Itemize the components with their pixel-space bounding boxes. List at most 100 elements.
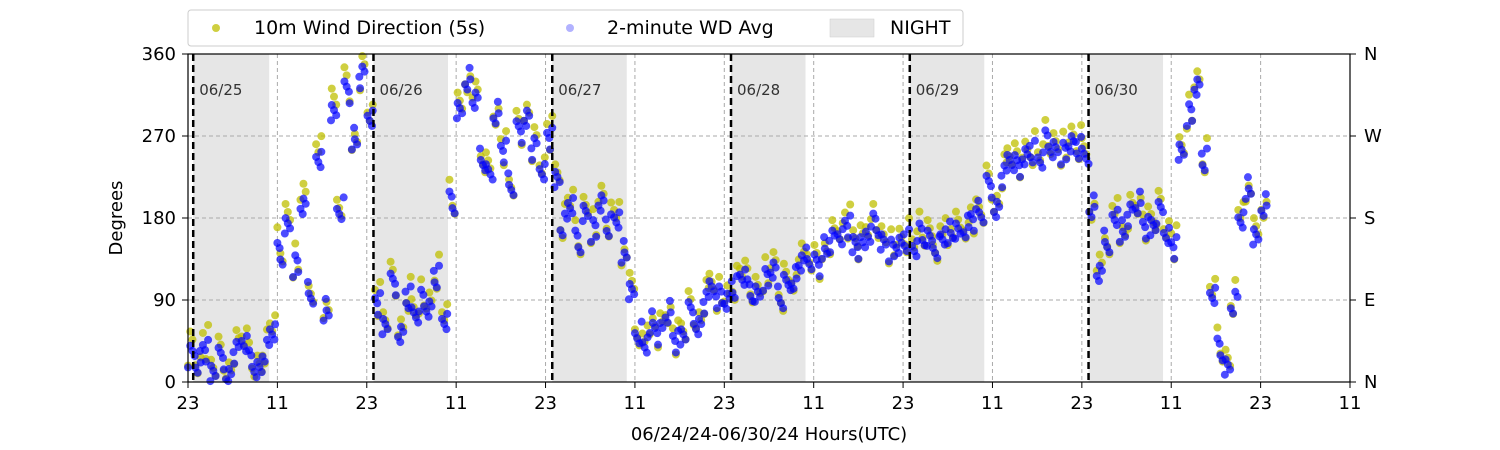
- avg-point-44-3: [516, 127, 525, 136]
- wd-point-134-2: [1185, 90, 1194, 99]
- y2-tick-label-4: N: [1364, 44, 1377, 65]
- avg-point-10-1: [260, 357, 269, 366]
- avg-point-130-3: [1159, 208, 1168, 217]
- avg-point-40-3: [488, 175, 497, 184]
- avg-point-135-1: [1195, 80, 1204, 89]
- wd-point-12-2: [273, 223, 282, 232]
- avg-point-110-3: [1010, 166, 1019, 175]
- avg-point-68-1: [697, 320, 706, 329]
- avg-point-119-2: [1077, 132, 1086, 141]
- wd-point-20-0: [332, 195, 341, 204]
- wd-point-11-0: [271, 311, 280, 320]
- avg-point-105-0: [969, 226, 978, 235]
- avg-point-83-2: [807, 265, 816, 274]
- avg-point-56-3: [601, 215, 610, 224]
- avg-point-54-1: [586, 237, 595, 246]
- avg-point-108-3: [992, 213, 1001, 222]
- wd-point-33-2: [435, 250, 444, 259]
- avg-point-113-1: [1028, 158, 1037, 167]
- avg-point-34-3: [442, 325, 451, 334]
- avg-point-104-2: [961, 233, 970, 242]
- avg-point-93-2: [881, 240, 890, 249]
- x-tick-label-13: 11: [1339, 393, 1362, 414]
- avg-point-29-2: [406, 282, 415, 291]
- avg-point-69-3: [699, 298, 708, 307]
- avg-point-141-3: [1238, 223, 1247, 232]
- avg-point-124-0: [1113, 205, 1122, 214]
- wd-point-29-2: [406, 272, 415, 281]
- avg-point-63-0: [654, 340, 663, 349]
- avg-point-44-0: [517, 138, 526, 147]
- wd-point-21-1: [340, 63, 349, 72]
- wd-point-2-1: [204, 320, 213, 329]
- wd-point-138-2: [1213, 323, 1222, 332]
- avg-point-58-3: [619, 236, 628, 245]
- legend-marker-night: [829, 18, 875, 38]
- avg-point-120-3: [1084, 159, 1093, 168]
- wd-point-86-1: [828, 216, 837, 225]
- avg-point-36-2: [458, 109, 467, 118]
- avg-point-136-3: [1197, 149, 1206, 158]
- wd-point-113-2: [1030, 127, 1039, 136]
- avg-point-61-3: [642, 348, 651, 357]
- avg-point-46-0: [528, 155, 537, 164]
- avg-point-143-2: [1254, 235, 1263, 244]
- avg-point-7-0: [242, 331, 251, 340]
- avg-point-65-0: [671, 348, 680, 357]
- avg-point-105-3: [969, 215, 978, 224]
- avg-point-19-2: [332, 111, 341, 120]
- avg-point-73-3: [727, 277, 736, 286]
- avg-point-58-2: [617, 258, 626, 267]
- avg-point-107-3: [986, 182, 995, 191]
- avg-point-1-2: [193, 368, 202, 377]
- avg-point-79-3: [773, 282, 782, 291]
- wd-point-111-1: [1010, 139, 1019, 148]
- wd-point-124-0: [1113, 193, 1122, 202]
- avg-point-137-0: [1211, 283, 1220, 292]
- avg-point-113-3: [1025, 141, 1034, 150]
- wd-point-21-2: [342, 71, 351, 80]
- wd-point-55-0: [597, 181, 606, 190]
- wd-point-44-1: [512, 106, 521, 115]
- wd-point-13-1: [283, 207, 292, 216]
- avg-point-18-1: [324, 311, 333, 320]
- avg-point-11-0: [271, 320, 280, 329]
- wd-point-40-0: [481, 148, 490, 157]
- day-label-5: 06/29: [916, 81, 959, 99]
- avg-point-86-3: [825, 236, 834, 245]
- wd-point-78-0: [769, 248, 778, 257]
- avg-point-32-1: [427, 302, 436, 311]
- y2-tick-label-0: N: [1364, 372, 1377, 393]
- avg-point-37-3: [465, 63, 474, 72]
- avg-point-66-2: [681, 335, 690, 344]
- avg-point-12-1: [278, 260, 287, 269]
- y-axis-title: Degrees: [106, 181, 127, 256]
- avg-point-9-2: [257, 368, 266, 377]
- avg-point-45-1: [525, 111, 534, 120]
- avg-point-116-3: [1048, 153, 1057, 162]
- avg-point-23-3: [355, 72, 364, 81]
- avg-point-124-3: [1112, 221, 1121, 230]
- avg-point-15-1: [301, 199, 310, 208]
- avg-point-89-2: [853, 243, 862, 252]
- wd-point-59-0: [625, 268, 634, 277]
- avg-point-17-3: [316, 163, 325, 172]
- avg-point-60-3: [637, 317, 646, 326]
- y-tick-label-3: 270: [142, 126, 176, 147]
- avg-point-33-1: [432, 283, 441, 292]
- avg-point-22-2: [347, 145, 356, 154]
- avg-point-50-1: [558, 231, 567, 240]
- avg-point-22-1: [353, 140, 362, 149]
- avg-point-69-0: [700, 309, 709, 318]
- avg-point-13-2: [286, 224, 295, 233]
- avg-point-88-1: [846, 211, 855, 220]
- wd-point-128-1: [1144, 202, 1153, 211]
- avg-point-64-2: [663, 318, 672, 327]
- avg-point-47-3: [540, 175, 549, 184]
- y-tick-label-1: 90: [153, 290, 176, 311]
- avg-point-20-3: [339, 193, 348, 202]
- avg-point-3-3: [206, 377, 215, 386]
- avg-point-59-2: [630, 290, 639, 299]
- wd-point-0-2: [188, 335, 197, 344]
- avg-point-76-2: [756, 292, 765, 301]
